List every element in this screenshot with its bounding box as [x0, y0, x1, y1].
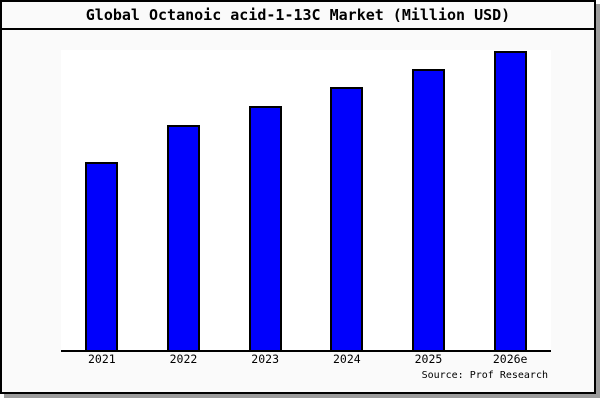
x-tick-label-2023: 2023 [251, 352, 279, 366]
source-credit: Source: Prof Research [421, 370, 548, 381]
x-axis-labels: 2021 2022 2023 2024 2025 2026e [61, 353, 551, 367]
x-tick-label-2025: 2025 [414, 352, 443, 366]
bar-2022 [167, 125, 200, 350]
bar-2023 [248, 106, 282, 350]
x-tick-label-2026e: 2026e [492, 352, 528, 366]
bar-2021 [85, 162, 119, 350]
x-tick-label-2024: 2024 [332, 352, 361, 366]
bar-2026e [493, 51, 527, 350]
chart-title: Global Octanoic acid-1-13C Market (Milli… [85, 6, 511, 24]
x-tick-label-2021: 2021 [87, 352, 116, 366]
chart-title-bar: Global Octanoic acid-1-13C Market (Milli… [2, 2, 594, 30]
x-tick-label-2022: 2022 [169, 352, 198, 366]
chart-figure: Global Octanoic acid-1-13C Market (Milli… [0, 0, 596, 394]
bar-2025 [412, 69, 445, 350]
bar-2024 [330, 87, 364, 350]
plot-area [61, 50, 551, 352]
